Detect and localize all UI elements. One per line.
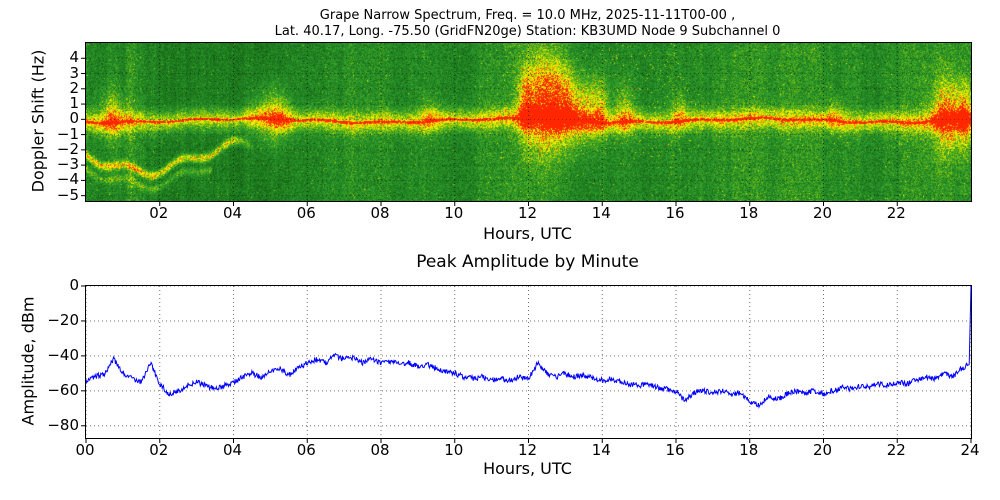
x-tick-label: 10 (444, 204, 464, 222)
y-tick-label: 4 (69, 48, 79, 67)
x-tick-label: 16 (665, 441, 685, 459)
x-tick-label: 20 (812, 441, 833, 459)
y-tick-label: −4 (56, 170, 79, 189)
y-tick-label: −5 (56, 185, 79, 204)
y-tick-label: 0 (69, 276, 79, 294)
spectrogram-xlabel: Hours, UTC (483, 224, 572, 243)
spectrogram-title: Grape Narrow Spectrum, Freq. = 10.0 MHz,… (85, 8, 970, 40)
y-tick-label: 0 (69, 109, 79, 128)
amplitude-plot-area (81, 285, 972, 443)
amplitude-line (85, 285, 972, 409)
amplitude-xlabel: Hours, UTC (483, 459, 572, 478)
x-tick-label: 02 (149, 441, 169, 459)
x-tick-label: 06 (296, 204, 316, 222)
amplitude-title: Peak Amplitude by Minute (416, 252, 639, 272)
y-tick-label: −1 (56, 124, 79, 143)
y-tick-label: 1 (69, 94, 79, 113)
x-tick-label: 14 (591, 441, 611, 459)
y-tick-label: −2 (56, 139, 79, 158)
x-tick-label: 02 (149, 204, 169, 222)
y-tick-label: −80 (47, 415, 79, 434)
spectrogram-title-line2: Lat. 40.17, Long. -75.50 (GridFN20ge) St… (274, 24, 781, 39)
y-tick-label: −20 (47, 310, 79, 329)
x-tick-label: 22 (886, 441, 906, 459)
y-tick-label: −3 (56, 155, 79, 174)
x-tick-label: 00 (75, 441, 95, 459)
x-tick-label: 06 (296, 441, 316, 459)
x-tick-label: 04 (222, 441, 243, 459)
y-tick-label: 3 (69, 63, 79, 82)
x-tick-label: 20 (812, 204, 833, 222)
x-tick-label: 08 (370, 441, 390, 459)
x-tick-label: 12 (517, 204, 538, 222)
x-tick-label: 18 (739, 441, 759, 459)
x-tick-label: 04 (222, 204, 243, 222)
spectrogram-grid (81, 43, 971, 206)
y-tick-label: 2 (69, 78, 79, 97)
x-tick-label: 10 (444, 441, 464, 459)
x-tick-label: 24 (960, 441, 980, 459)
spectrogram-heatmap (86, 43, 971, 201)
x-tick-label: 12 (517, 441, 538, 459)
y-tick-label: −60 (47, 380, 79, 399)
spectrogram-plot-area (81, 42, 972, 206)
y-tick-label: −40 (47, 345, 79, 364)
x-tick-label: 22 (886, 204, 906, 222)
x-tick-label: 08 (370, 204, 390, 222)
x-tick-label: 14 (591, 204, 611, 222)
amplitude-grid (81, 285, 972, 443)
spectrogram-title-line1: Grape Narrow Spectrum, Freq. = 10.0 MHz,… (319, 8, 736, 23)
x-tick-label: 16 (665, 204, 685, 222)
x-tick-label: 18 (739, 204, 759, 222)
